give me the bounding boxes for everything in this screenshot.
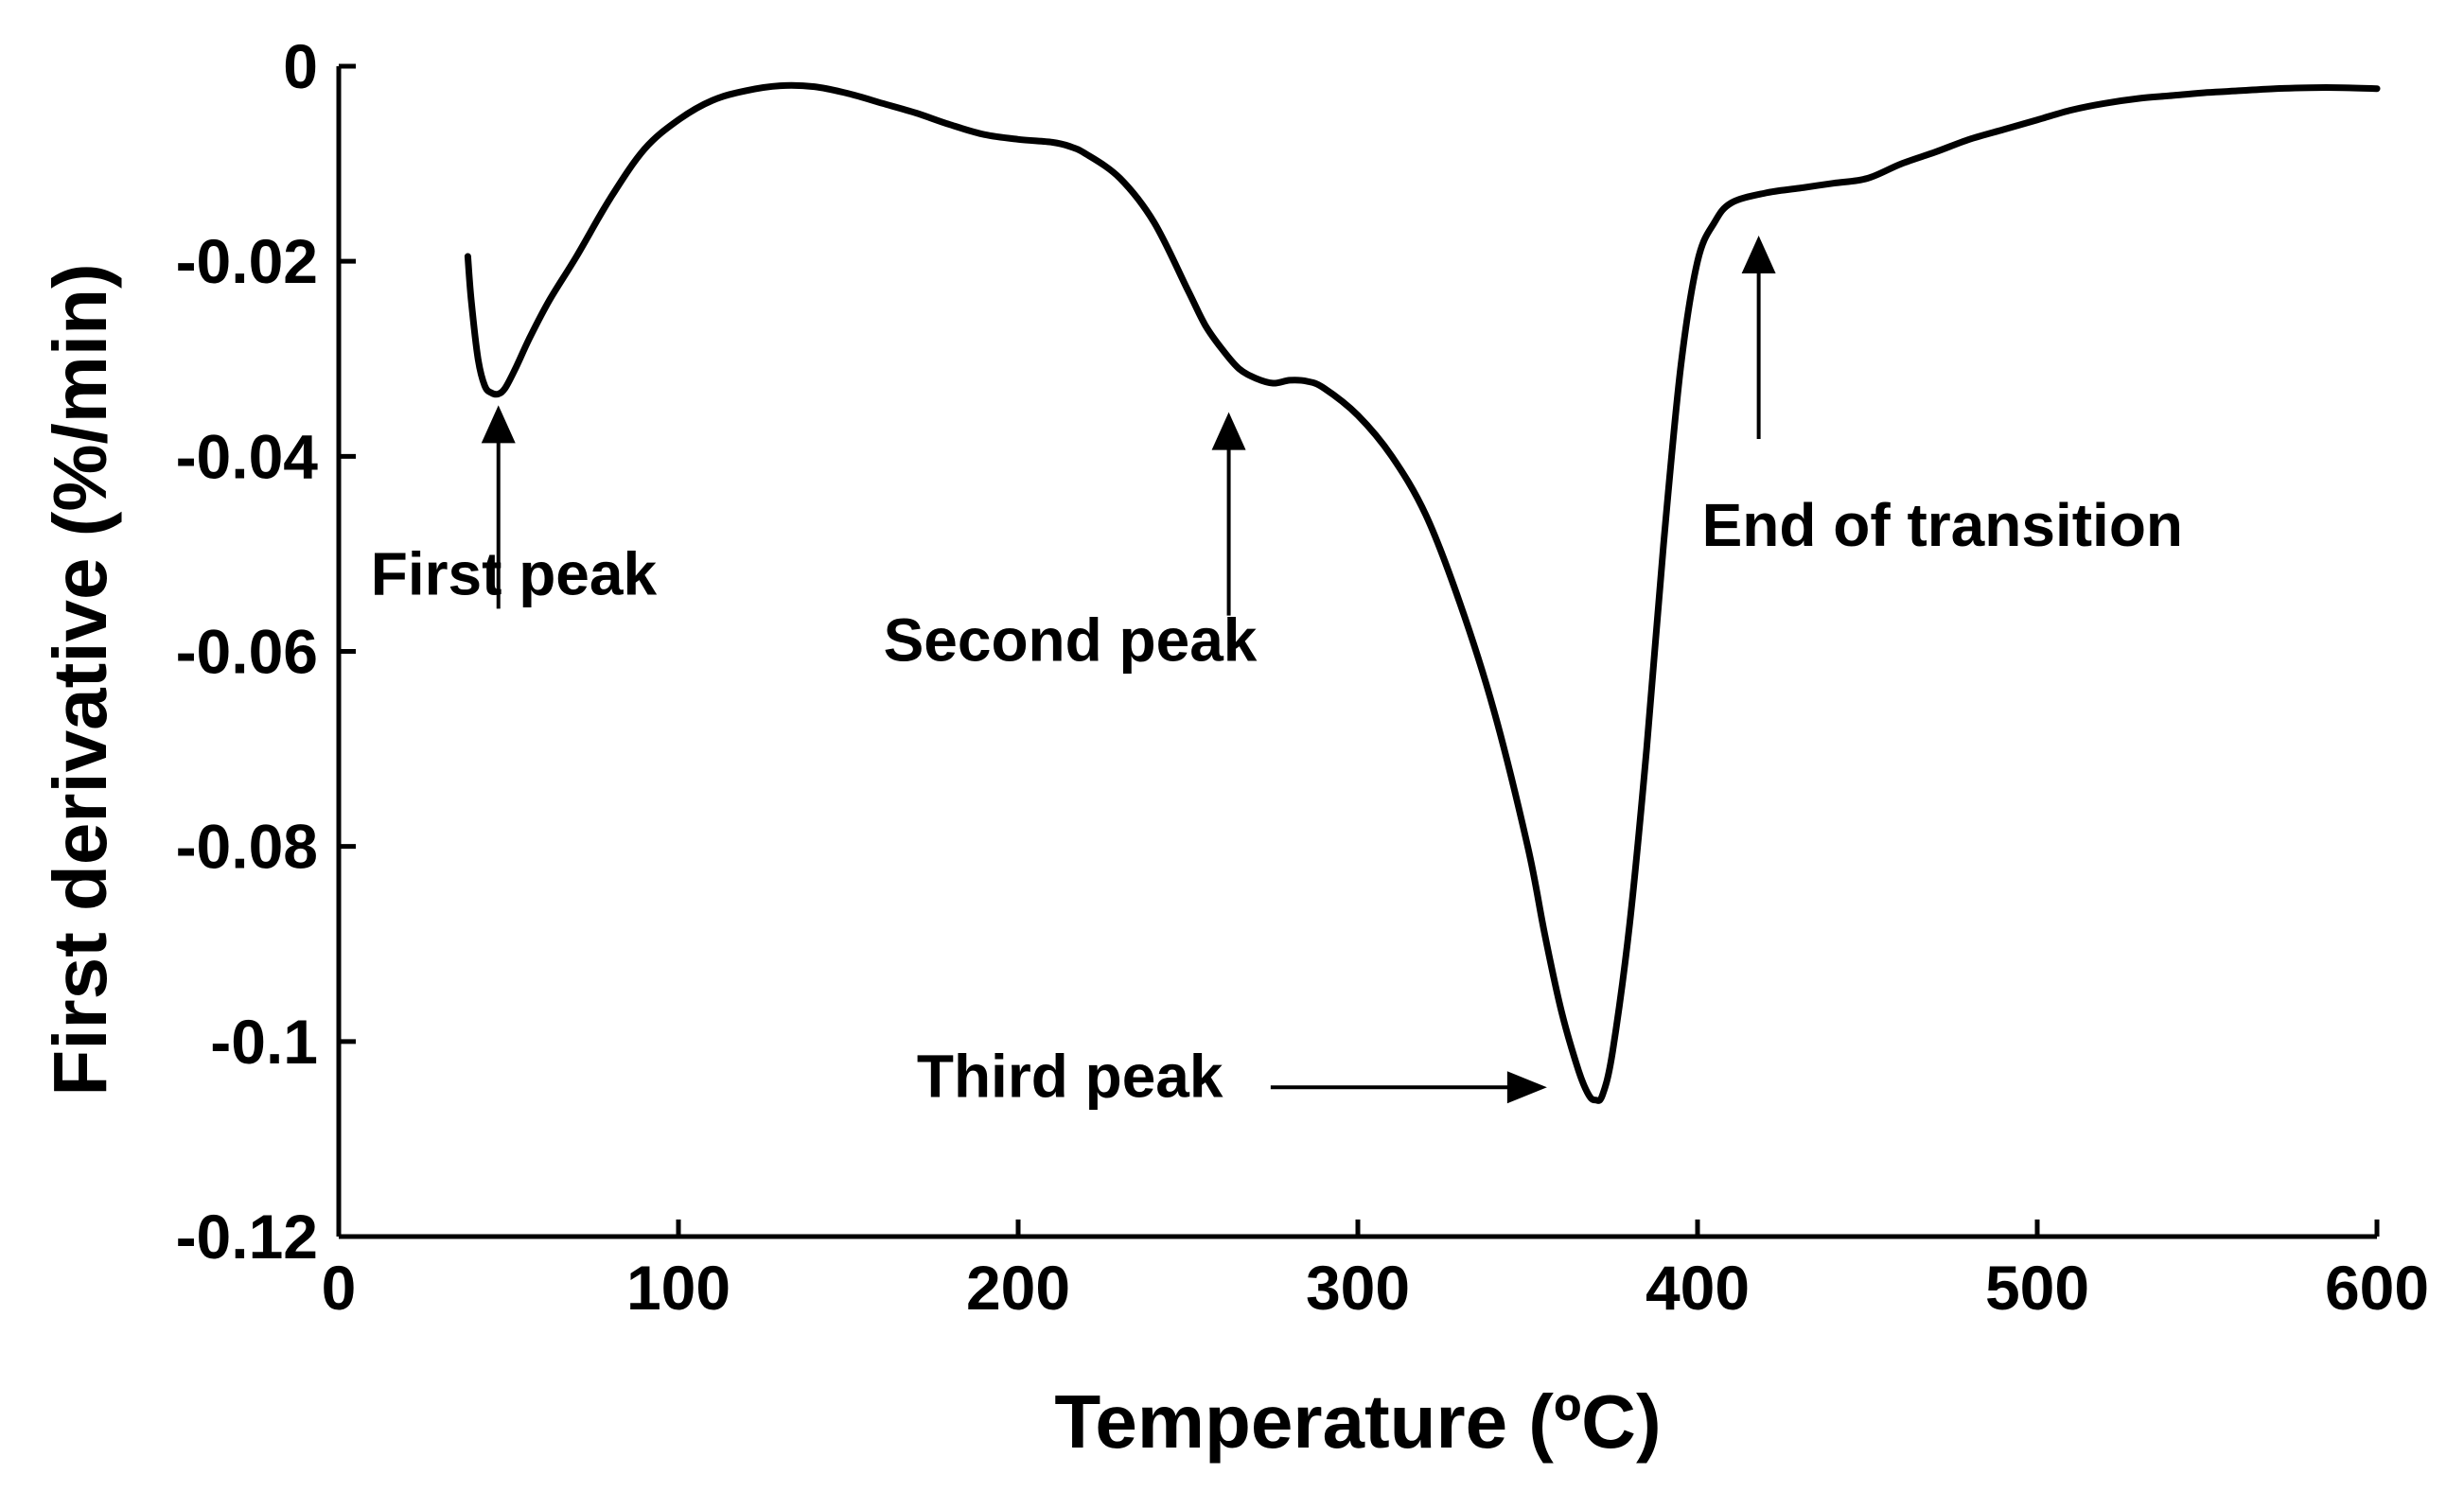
x-tick-label: 100: [626, 1253, 730, 1323]
annotation: Second peak: [884, 412, 1258, 675]
x-tick-label: 500: [1985, 1253, 2089, 1323]
x-ticks: 0 100 200 300 400 500 600: [322, 1220, 2429, 1323]
x-tick-label: 600: [2325, 1253, 2429, 1323]
x-tick-label: 300: [1306, 1253, 1410, 1323]
annotation-label: End of transition: [1702, 491, 2183, 559]
y-tick-label: 0: [283, 31, 318, 101]
annotation-arrowhead: [481, 405, 516, 444]
x-axis-title: Temperature (ºC): [1054, 1379, 1661, 1464]
derivative-curve: [464, 81, 2381, 1104]
annotation-arrowhead: [1211, 412, 1246, 450]
annotation-label: Second peak: [884, 606, 1258, 675]
y-tick-label: -0.08: [176, 812, 318, 882]
y-ticks: 0 -0.02 -0.04 -0.06 -0.08 -0.1 -0.12: [176, 31, 356, 1272]
y-tick-label: -0.1: [210, 1007, 318, 1077]
x-tick-label: 200: [966, 1253, 1070, 1323]
annotation-label: Third peak: [917, 1042, 1223, 1110]
axes: [336, 66, 2377, 1239]
x-tick-label: 0: [322, 1253, 357, 1323]
x-tick-label: 400: [1646, 1253, 1750, 1323]
annotations: First peak Second peak Third peak End of tr…: [371, 235, 2183, 1110]
y-tick-label: -0.04: [176, 421, 319, 491]
annotation-label: First peak: [371, 539, 658, 607]
y-tick-label: -0.12: [176, 1202, 318, 1272]
annotation-arrowhead: [1506, 1071, 1547, 1104]
y-tick-label: -0.02: [176, 226, 318, 296]
y-axis-title: First derivative (%/min): [38, 263, 122, 1096]
y-tick-label: -0.06: [176, 617, 318, 687]
annotation: Third peak: [917, 1042, 1547, 1110]
annotation-arrowhead: [1741, 235, 1776, 273]
annotation: First peak: [371, 405, 658, 609]
annotation: End of transition: [1702, 235, 2183, 559]
